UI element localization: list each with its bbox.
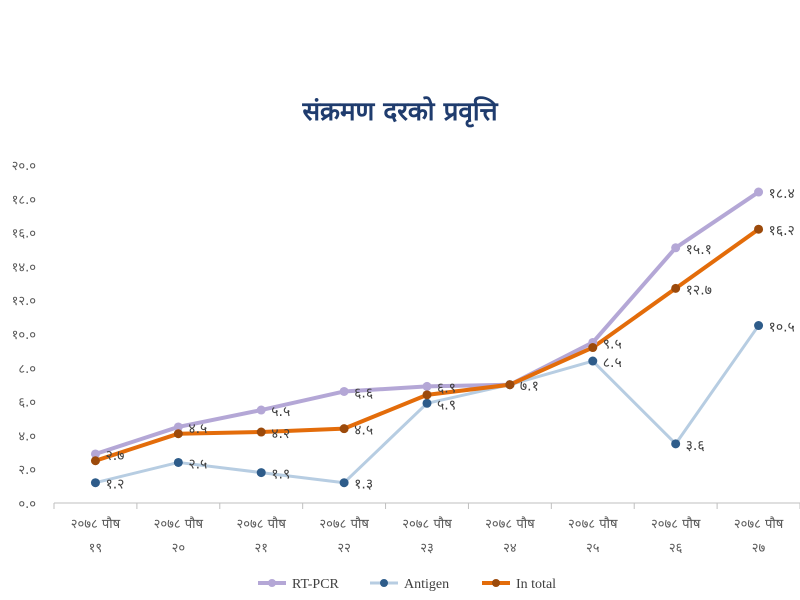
y-tick-label: ६.० [18,396,36,411]
y-tick-label: १४.० [12,260,36,275]
series-point-2 [256,427,266,437]
data-label-2: ४.५ [354,423,373,439]
data-label-0: ५.५ [271,404,290,420]
data-label-0: ४.५ [188,421,207,437]
x-tick-label: २०७८ पौष [319,516,369,532]
data-label-1: १.९ [271,467,290,483]
y-tick-label: ४.० [18,429,36,444]
data-label-2: ४.२ [271,426,290,442]
series-point-0 [671,243,681,253]
y-tick-label: ८.० [18,362,36,377]
series-point-1 [588,356,598,366]
series-point-2 [173,429,183,439]
data-label-2: १६.२ [769,223,795,239]
data-label-0: ६.६ [354,385,373,401]
data-label-0: २.७ [105,448,124,464]
x-tick-label: २३ [420,541,434,556]
y-tick-label: १८.० [12,193,36,208]
series-point-2 [90,456,100,466]
x-tick-label: २७ [752,541,766,556]
data-label-2: १२.७ [686,282,712,298]
series-point-2 [339,424,349,434]
x-tick-label: २५ [586,541,600,556]
series-point-0 [339,386,349,396]
series-point-2 [422,390,432,400]
y-tick-label: १६.० [12,227,36,242]
x-tick-label: २०७८ पौष [154,516,204,532]
x-tick-label: २० [172,541,186,556]
series-point-0 [173,422,183,432]
data-label-1: ५.९ [437,397,456,413]
legend-swatch-marker [380,579,388,587]
series-point-1 [256,468,266,478]
data-label-1: १.३ [354,477,373,493]
y-tick-label: १२.० [12,294,36,309]
series-point-1 [422,398,432,408]
data-label-1: ७.१ [520,379,539,395]
x-tick-label: २१ [254,541,268,556]
series-point-2 [671,283,681,293]
y-tick-label: २०.० [12,159,36,174]
series-point-1 [671,439,681,449]
data-label-0: १८.४ [769,186,795,202]
data-label-0: ६.९ [437,380,456,396]
data-label-0: १५.१ [686,242,712,258]
data-label-1: ८.५ [603,355,622,371]
y-tick-label: ०.० [18,497,36,512]
series-point-1 [339,478,349,488]
series-point-2 [588,343,598,353]
x-tick-label: २४ [503,541,517,556]
x-tick-label: २०७८ पौष [402,516,452,532]
y-tick-label: १०.० [12,328,36,343]
y-tick-label: २.० [18,463,36,478]
series-point-0 [422,381,432,391]
data-label-1: १०.५ [769,320,795,336]
legend-swatch-marker [492,579,500,587]
data-label-1: १.२ [105,477,124,493]
legend-swatch-marker [268,579,276,587]
legend-label: Antigen [404,577,449,592]
legend-label: In total [516,577,556,592]
x-tick-label: २०७८ पौष [734,516,784,532]
series-point-0 [256,405,266,415]
x-tick-label: २०७८ पौष [237,516,287,532]
data-label-0: ९.५ [603,336,622,352]
x-tick-label: २०७८ पौष [651,516,701,532]
x-tick-label: २०७८ पौष [485,516,535,532]
x-tick-label: २२ [337,541,351,556]
data-label-1: ३.६ [686,438,705,454]
legend-label: RT-PCR [292,577,340,592]
x-tick-label: २६ [669,541,683,556]
chart-title: संक्रमण दरको प्रवृत्ति [302,97,498,127]
series-point-1 [90,478,100,488]
series-point-0 [754,187,764,197]
series-point-2 [505,380,515,390]
series-point-2 [754,224,764,234]
series-point-1 [754,321,764,331]
series-point-1 [173,457,183,467]
x-tick-label: २०७८ पौष [568,516,618,532]
series-line-0 [93,190,761,456]
x-tick-label: १९ [89,541,103,556]
x-tick-label: २०७८ पौष [71,516,121,532]
data-label-1: २.५ [188,456,207,472]
series-point-0 [90,449,100,459]
